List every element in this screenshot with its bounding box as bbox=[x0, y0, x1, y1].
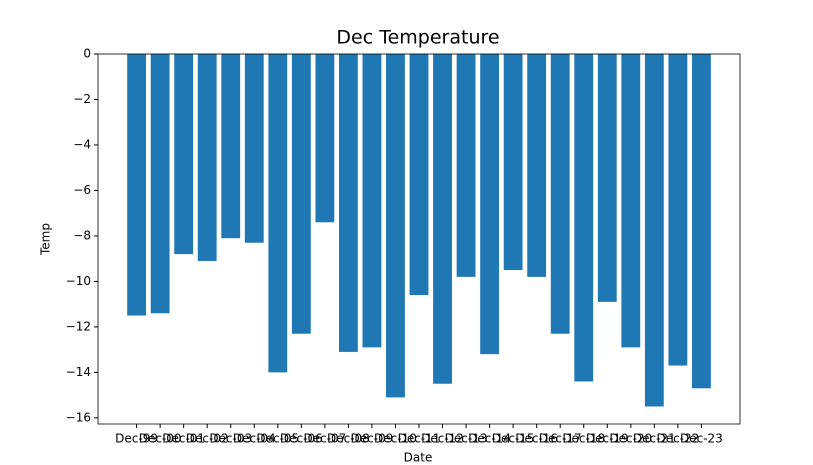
y-tick-label: −10 bbox=[66, 274, 91, 288]
x-tick-label: Dec-17 bbox=[539, 432, 582, 446]
x-tick-label: Dec-09 bbox=[351, 432, 394, 446]
x-tick-label: Dec-18 bbox=[562, 432, 605, 446]
x-tick-label: Dec-11 bbox=[398, 432, 441, 446]
y-tick-label: −16 bbox=[66, 410, 91, 424]
x-tick-label: Dec-12 bbox=[421, 432, 464, 446]
x-tick-label: Dec-13 bbox=[445, 432, 488, 446]
y-tick-label: 0 bbox=[83, 47, 91, 61]
x-tick-label: Dec-15 bbox=[492, 432, 535, 446]
bar bbox=[291, 54, 311, 334]
x-tick-label: Dec-20 bbox=[609, 432, 652, 446]
bar bbox=[174, 54, 194, 255]
x-tick-label: Dec-03 bbox=[209, 432, 252, 446]
x-tick-label: Dec-21 bbox=[633, 432, 676, 446]
x-tick-label: Dec-10 bbox=[374, 432, 417, 446]
bar bbox=[527, 54, 547, 277]
x-tick-label: Dec-08 bbox=[327, 432, 370, 446]
plot-frame bbox=[97, 53, 741, 425]
bar bbox=[338, 54, 358, 352]
bar bbox=[621, 54, 641, 348]
bar bbox=[315, 54, 335, 223]
y-tick-label: −4 bbox=[73, 137, 91, 151]
x-tick-label: Dec-07 bbox=[303, 432, 346, 446]
bar bbox=[480, 54, 500, 355]
y-axis-label: Temp bbox=[39, 223, 53, 256]
bar bbox=[668, 54, 688, 366]
y-tick-label: −14 bbox=[66, 365, 91, 379]
bar bbox=[574, 54, 594, 382]
x-tick-label: Dec-00 bbox=[139, 432, 182, 446]
bar bbox=[550, 54, 570, 334]
bar bbox=[268, 54, 288, 373]
x-tick-label: Dec-14 bbox=[468, 432, 511, 446]
x-tick-label: Dec-22 bbox=[656, 432, 699, 446]
x-tick-label: Dec-19 bbox=[586, 432, 629, 446]
bar bbox=[597, 54, 617, 302]
chart-title: Dec Temperature bbox=[336, 27, 499, 49]
bar bbox=[503, 54, 523, 271]
y-tick-label: −8 bbox=[73, 228, 91, 242]
bar bbox=[127, 54, 147, 316]
bar bbox=[244, 54, 264, 243]
bar bbox=[362, 54, 382, 348]
x-tick-label: Dec-01 bbox=[162, 432, 205, 446]
y-tick-label: −6 bbox=[73, 183, 91, 197]
x-tick-label: Dec-16 bbox=[515, 432, 558, 446]
bar bbox=[386, 54, 405, 398]
x-tick-label: Dec-99 bbox=[115, 432, 158, 446]
bar bbox=[409, 54, 429, 296]
x-tick-label: Dec-04 bbox=[233, 432, 276, 446]
bar bbox=[433, 54, 452, 384]
y-tick-label: −12 bbox=[66, 319, 91, 333]
x-tick-label: Dec-02 bbox=[186, 432, 229, 446]
x-tick-label: Dec-06 bbox=[280, 432, 323, 446]
bar bbox=[197, 54, 217, 261]
y-tick-label: −2 bbox=[73, 92, 91, 106]
bar bbox=[221, 54, 241, 239]
x-tick-label: Dec-23 bbox=[680, 432, 723, 446]
x-axis-label: Date bbox=[404, 451, 433, 465]
bar bbox=[691, 54, 711, 389]
bar bbox=[644, 54, 664, 407]
x-tick-label: Dec-05 bbox=[256, 432, 299, 446]
bar bbox=[150, 54, 170, 314]
bar bbox=[456, 54, 476, 277]
